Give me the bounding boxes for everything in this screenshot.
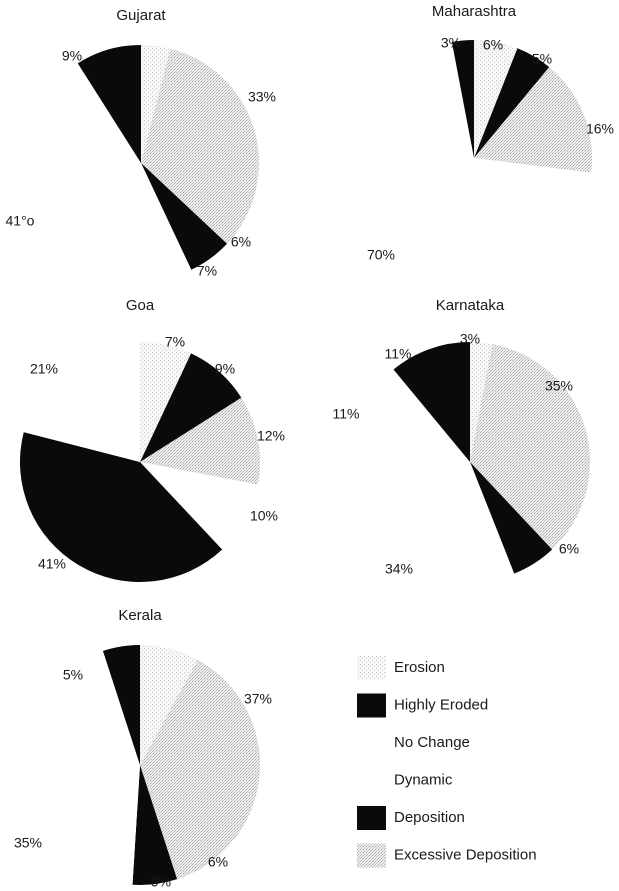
slice-label-dynamic: 9% <box>151 874 171 890</box>
legend-item-excessive-deposition: Excessive Deposition <box>357 843 537 868</box>
legend-item-no-change: No Change <box>357 731 470 755</box>
slice-label-dynamic: 10% <box>250 508 278 524</box>
slice-label-no-change: 70% <box>367 247 395 263</box>
legend-label: No Change <box>394 734 470 751</box>
pie-kerala: Kerala8%37%6%9%35%5% <box>14 607 272 890</box>
slice-label-highly-eroded: 9% <box>62 48 82 64</box>
slice-label-highly-eroded: 5% <box>63 667 83 683</box>
legend-label: Deposition <box>394 809 465 826</box>
legend-label: Dynamic <box>394 771 453 788</box>
pie-slice-deposition <box>470 462 553 574</box>
legend-swatch <box>357 806 386 830</box>
pie-slice-dynamic <box>69 765 140 885</box>
pie-title: Maharashtra <box>432 3 517 20</box>
legend-swatch <box>357 843 386 868</box>
slice-label-erosion: 6% <box>483 37 503 53</box>
pie-slice-no-change <box>22 63 141 282</box>
pie-slice-excessive-deposition <box>474 67 593 173</box>
slice-label-no-change: 21% <box>30 361 58 377</box>
pie-maharashtra: Maharashtra 6% 5% 16% 70% 3% <box>356 3 614 276</box>
pie-slice-dynamic <box>140 462 258 550</box>
pie-goa: Goa 7% 9% 12% 10% 41% 21% <box>19 297 285 583</box>
slice-label-deposition: 9% <box>215 361 235 377</box>
slice-label-highly-eroded: 11% <box>385 346 412 362</box>
pie-slice-erosion <box>474 40 518 158</box>
pie-slice-erosion <box>140 342 192 462</box>
slice-label-deposition: 5% <box>532 51 552 67</box>
pie-slice-deposition <box>140 353 242 462</box>
pie-slice-excessive-deposition <box>140 397 260 485</box>
pie-slice-highly-eroded <box>102 645 140 765</box>
slice-label-no-change: 41°o <box>6 213 35 229</box>
legend-swatch <box>357 768 386 793</box>
slice-label-highly-eroded: 41% <box>38 556 66 572</box>
pie-slice-dynamic <box>141 163 192 281</box>
pie-slice-excessive-deposition <box>470 344 591 550</box>
pie-slice-highly-eroded <box>393 342 470 462</box>
pie-title: Gujarat <box>116 7 166 24</box>
pie-gujarat: Gujarat4%33%6%7%41°o9% <box>6 7 276 282</box>
slice-label-erosion: 7% <box>165 334 185 350</box>
pie-slice-highly-eroded <box>451 40 474 158</box>
pie-title: Goa <box>126 297 155 314</box>
legend: Erosion Highly Eroded No Change Dynamic Depo… <box>357 656 537 868</box>
legend-swatch <box>357 731 386 755</box>
pie-slice-erosion <box>141 45 171 163</box>
slice-label-deposition: 6% <box>559 541 579 557</box>
slice-label-excessive-deposition: 16% <box>586 121 614 137</box>
slice-label-highly-eroded: 3% <box>441 35 461 51</box>
legend-item-highly-eroded: Highly Eroded <box>357 693 488 718</box>
pie-slice-highly-eroded <box>19 432 223 583</box>
pie-slice-no-change <box>20 650 140 863</box>
slice-label-excessive-deposition: 35% <box>545 378 573 394</box>
pie-slice-no-change <box>350 439 515 582</box>
slice-label-deposition: 6% <box>208 854 228 870</box>
legend-label: Erosion <box>394 659 445 676</box>
pie-slice-dynamic <box>352 369 470 462</box>
pie-title: Karnataka <box>436 297 505 314</box>
legend-item-dynamic: Dynamic <box>357 768 453 793</box>
pie-slice-excessive-deposition <box>141 48 260 244</box>
pie-slice-deposition <box>132 765 178 885</box>
pie-slice-no-change <box>356 42 592 276</box>
legend-item-deposition: Deposition <box>357 806 465 830</box>
slice-label-no-change: 34% <box>385 561 413 577</box>
slice-label-excessive-deposition: 33% <box>248 89 276 105</box>
legend-item-erosion: Erosion <box>357 656 445 680</box>
slice-label-no-change: 35% <box>14 835 42 851</box>
pie-title: Kerala <box>118 607 162 624</box>
pie-slice-excessive-deposition <box>140 659 261 880</box>
pies-group: Gujarat4%33%6%7%41°o9%Maharashtra6%5%16%… <box>6 3 615 890</box>
slice-label-dynamic: 7% <box>197 263 217 279</box>
pie-slice-no-change <box>23 342 140 462</box>
legend-label: Highly Eroded <box>394 696 488 713</box>
legend-swatch <box>357 693 386 718</box>
slice-label-excessive-deposition: 12% <box>257 428 285 444</box>
legend-label: Excessive Deposition <box>394 846 537 863</box>
pie-slice-erosion <box>470 342 493 462</box>
slice-label-excessive-deposition: 37% <box>244 691 272 707</box>
slice-label-dynamic: 11% <box>333 406 360 422</box>
pie-slice-deposition <box>474 48 550 158</box>
legend-swatch <box>357 656 386 680</box>
pie-slice-deposition <box>141 163 228 270</box>
pie-slice-erosion <box>140 645 198 765</box>
pie-slice-highly-eroded <box>77 45 141 163</box>
slice-label-deposition: 6% <box>231 234 251 250</box>
